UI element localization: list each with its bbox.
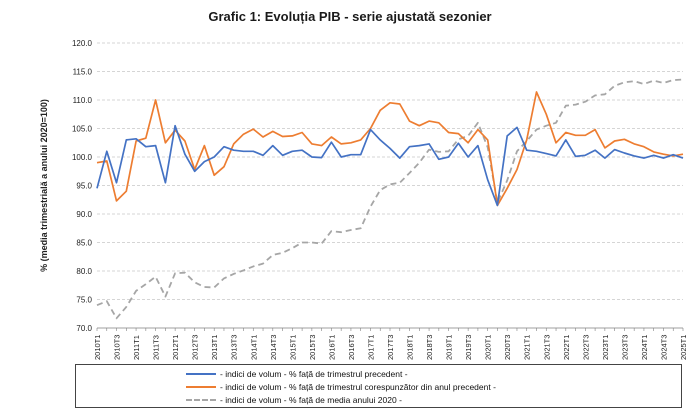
x-tick-label: 2018T1 — [406, 335, 415, 360]
x-tick-label: 2020T1 — [484, 335, 493, 360]
x-tick-label: 2022T3 — [581, 335, 590, 360]
y-tick-label: 105.0 — [72, 125, 93, 134]
x-tick-label: 2010T1 — [93, 335, 102, 360]
x-tick-label: 2022T1 — [562, 335, 571, 360]
x-tick-label: 2024T1 — [640, 335, 649, 360]
y-tick-label: 85.0 — [76, 239, 92, 248]
y-axis-title: % (media trimestrială a anului 2020=100) — [39, 99, 49, 272]
legend-item: - indici de volum - % față de trimestrul… — [186, 367, 408, 380]
x-tick-label: 2013T3 — [230, 335, 239, 360]
series-line-3 — [96, 78, 684, 320]
y-tick-label: 120.0 — [72, 39, 93, 48]
legend-item: - indici de volum - % față de media anul… — [186, 393, 402, 406]
x-tick-label: 2025T1 — [679, 335, 688, 360]
legend-label: - indici de volum - % față de trimestrul… — [220, 381, 496, 392]
x-tick-label: 2019T3 — [464, 335, 473, 360]
x-tick-label: 2014T1 — [249, 335, 258, 360]
y-tick-label: 95.0 — [76, 182, 92, 191]
x-tick-label: 2021T3 — [542, 335, 551, 360]
x-tick-label: 2015T1 — [288, 335, 297, 360]
x-tick-label: 2012T3 — [191, 335, 200, 360]
x-tick-label: 2024T3 — [659, 335, 668, 360]
x-tick-label: 2019T1 — [445, 335, 454, 360]
legend-swatch — [186, 372, 216, 375]
x-tick-label: 2017T3 — [386, 335, 395, 360]
chart-title: Grafic 1: Evoluția PIB - serie ajustată … — [208, 9, 492, 24]
y-tick-label: 115.0 — [73, 68, 93, 77]
x-tick-label: 2018T3 — [425, 335, 434, 360]
y-tick-label: 70.0 — [76, 324, 92, 333]
x-tick-label: 2020T3 — [503, 335, 512, 360]
x-tick-label: 2017T1 — [366, 335, 375, 360]
x-tick-label: 2023T1 — [601, 335, 610, 360]
x-tick-label: 2012T1 — [171, 335, 180, 360]
y-tick-label: 110.0 — [73, 96, 93, 105]
x-tick-label: 2010T3 — [113, 335, 122, 360]
x-tick-label: 2015T3 — [308, 335, 317, 360]
y-tick-label: 80.0 — [76, 267, 92, 276]
legend-swatch — [186, 398, 216, 401]
legend-item: - indici de volum - % față de trimestrul… — [186, 380, 496, 393]
series-line-2 — [96, 91, 684, 207]
legend-label: - indici de volum - % față de media anul… — [220, 394, 402, 405]
x-tick-label: 2013T1 — [210, 335, 219, 360]
x-tick-label: 2021T1 — [523, 335, 532, 360]
x-tick-label: 2016T3 — [347, 335, 356, 360]
y-tick-label: 90.0 — [76, 210, 92, 219]
legend-swatch — [186, 385, 216, 388]
legend: - indici de volum - % față de trimestrul… — [75, 364, 682, 408]
x-tick-label: 2011T3 — [152, 335, 161, 360]
x-tick-label: 2011T1 — [132, 335, 141, 360]
legend-label: - indici de volum - % față de trimestrul… — [220, 368, 408, 379]
y-tick-label: 100.0 — [72, 153, 93, 162]
series-line-1 — [96, 124, 684, 207]
x-tick-label: 2023T3 — [620, 335, 629, 360]
x-tick-label: 2016T1 — [327, 335, 336, 360]
y-tick-label: 75.0 — [76, 296, 92, 305]
x-tick-label: 2014T3 — [269, 335, 278, 360]
